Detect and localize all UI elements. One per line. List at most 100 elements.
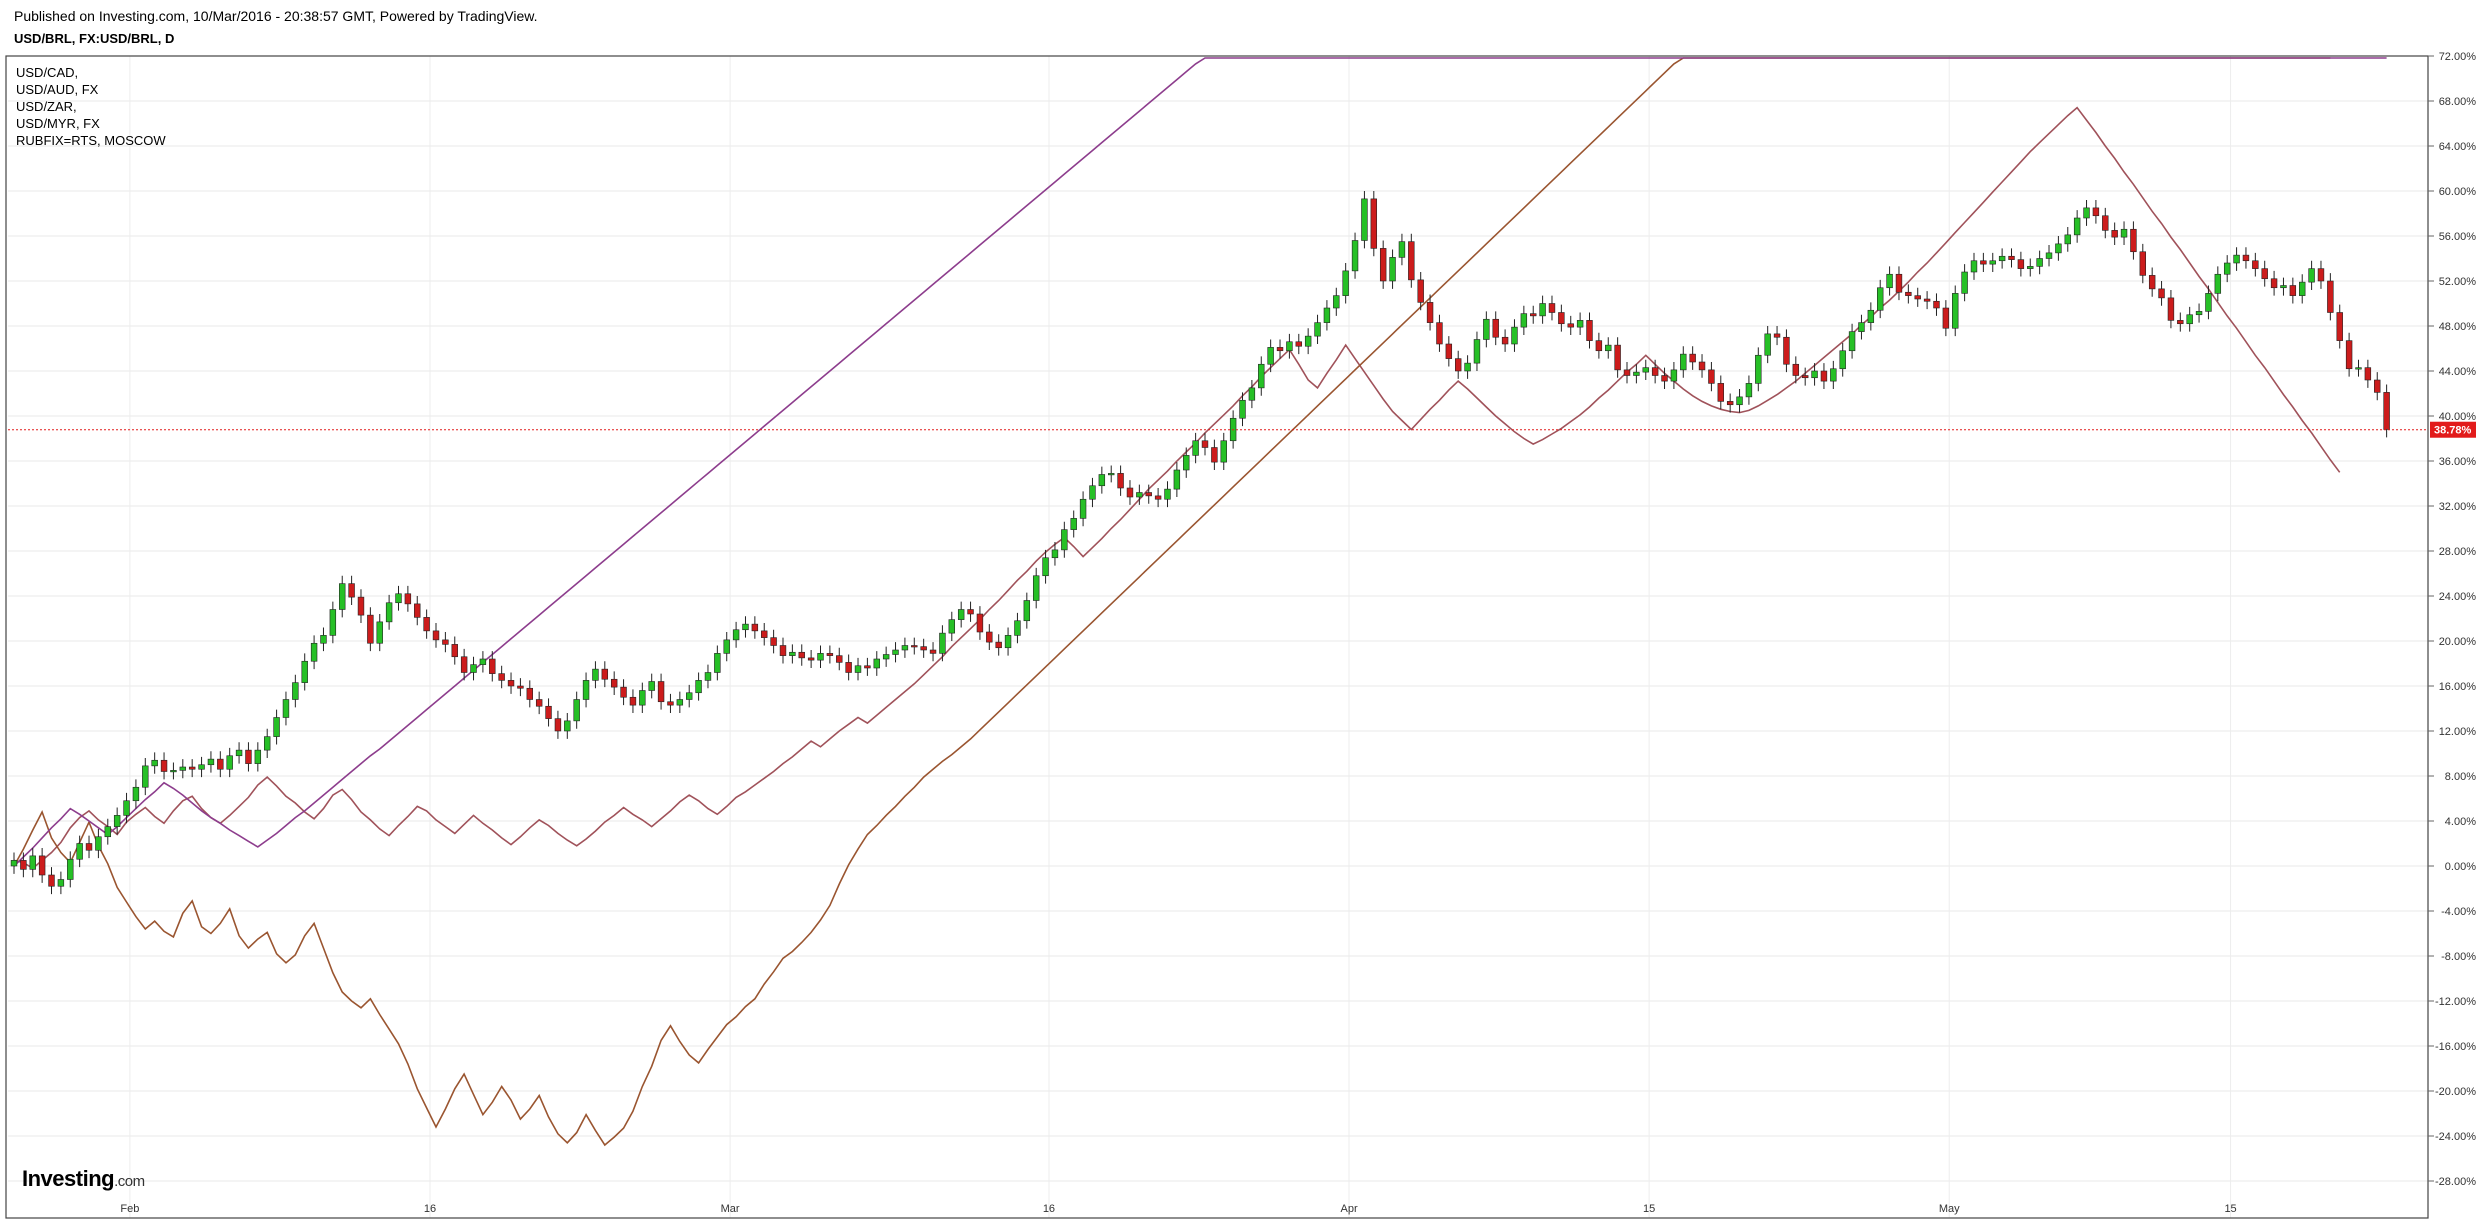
candle-body (404, 593, 412, 605)
x-tick-label: Mar (721, 1203, 740, 1215)
candle-body (1154, 495, 1162, 500)
current-price-tag-bg (2430, 421, 2476, 438)
candle-body (76, 843, 83, 860)
candle-body (2073, 217, 2081, 236)
candle-body (348, 583, 355, 598)
candle-body (1379, 248, 1387, 282)
candle-body (845, 662, 852, 673)
candle-body (263, 736, 271, 751)
candle-body (1698, 361, 1706, 371)
candle-body (2355, 367, 2362, 370)
y-tick-label: -12.00% (2435, 996, 2476, 1008)
candle-body (1032, 575, 1040, 601)
candle-body (1548, 303, 1556, 313)
candle-body (1342, 270, 1349, 296)
candle-body (761, 630, 768, 638)
y-tick-label: 16.00% (2439, 681, 2477, 693)
candle-body (1895, 273, 1903, 293)
candle-body (217, 758, 224, 770)
candle-body (1970, 260, 1978, 273)
candle-body (882, 654, 890, 660)
candle-body (376, 621, 383, 644)
candle-body (1989, 260, 1996, 265)
legend: USD/CAD, USD/AUD, FX USD/ZAR, USD/MYR, F… (16, 64, 166, 149)
candle-body (1042, 557, 1049, 577)
candle-body (1858, 322, 1865, 332)
candle-body (2261, 268, 2268, 280)
candle-body (751, 623, 759, 632)
candle-body (2195, 311, 2203, 316)
candle-body (414, 603, 421, 618)
candle-body (1633, 371, 1640, 376)
candle-body (1708, 369, 1715, 384)
legend-item: USD/MYR, FX (16, 116, 100, 131)
candle-body (2055, 243, 2062, 254)
candle-body (498, 673, 505, 681)
candle-body (48, 874, 55, 887)
candle-body (854, 665, 862, 673)
candle-body (1689, 353, 1696, 363)
candle-body (873, 658, 880, 669)
logo-suffix: .com (114, 1173, 145, 1190)
candle-body (38, 855, 46, 876)
candle-body (2092, 207, 2100, 217)
candle-body (573, 699, 580, 722)
candle-body (2186, 314, 2193, 325)
candle-body (1980, 260, 1987, 265)
x-axis-ticks: Feb16Mar16Apr15May15Jun15Jul15Aug17Sep15… (120, 1203, 2236, 1215)
y-tick-label: 0.00% (2445, 861, 2476, 873)
candle-body (2308, 268, 2315, 283)
candle-body (1351, 240, 1359, 272)
candle-body (385, 602, 393, 623)
y-tick-label: 8.00% (2445, 771, 2476, 783)
x-tick-label: 16 (1043, 1203, 1055, 1215)
candle-body (2364, 367, 2372, 381)
candle-body (432, 630, 440, 641)
candle-body (1942, 307, 1950, 329)
candle-body (460, 656, 468, 673)
candle-body (2383, 392, 2390, 430)
candle-body (2008, 255, 2015, 260)
candle-body (1755, 354, 1762, 384)
candle-body (142, 765, 149, 788)
y-tick-label: -24.00% (2435, 1131, 2476, 1143)
candle-body (507, 680, 515, 687)
candle-body (235, 749, 243, 757)
y-tick-label: 52.00% (2439, 276, 2477, 288)
candle-body (2242, 254, 2250, 262)
candle-body (2289, 285, 2297, 296)
candle-body (1220, 440, 1227, 463)
candle-body (1567, 323, 1574, 328)
candle-body (1501, 336, 1509, 345)
y-tick-label: 68.00% (2439, 96, 2477, 108)
candle-body (986, 631, 993, 643)
candle-body (976, 613, 984, 633)
candle-body (807, 657, 815, 661)
candle-body (1079, 498, 1087, 519)
candle-body (667, 701, 674, 706)
candle-body (2017, 259, 2025, 269)
candle-body (1670, 369, 1678, 382)
candle-body (1061, 529, 1068, 551)
candle-body (1848, 331, 1856, 352)
candle-body (1905, 291, 1912, 296)
candle-body (1436, 322, 1443, 345)
candle-body (639, 690, 646, 706)
candle-body (2139, 251, 2147, 276)
candle-body (1642, 367, 1649, 373)
candle-body (1417, 279, 1424, 303)
candle-body (2270, 278, 2278, 289)
candle-body (911, 645, 918, 648)
candle-body (479, 658, 487, 665)
y-tick-label: 20.00% (2439, 636, 2477, 648)
series-line (13, 57, 2387, 867)
candle-body (1952, 293, 1959, 329)
candle-body (1192, 440, 1199, 456)
candle-body (948, 619, 956, 634)
candle-body (1276, 347, 1284, 352)
candle-body (273, 717, 280, 737)
candle-body (2027, 266, 2034, 269)
candle-body (2233, 254, 2240, 264)
symbol-title: USD/BRL, FX:USD/BRL, D (14, 31, 175, 46)
